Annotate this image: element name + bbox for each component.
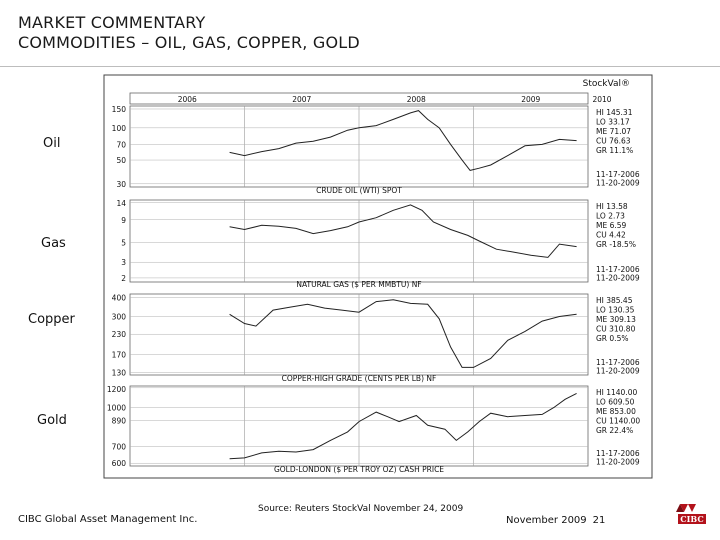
stat-label: LO 2.73 (596, 212, 625, 221)
date-label: 11-17-2006 (596, 265, 640, 274)
y-tick-label: 890 (112, 416, 127, 425)
series-line (229, 204, 577, 258)
stat-label: CU 1140.00 (596, 417, 640, 426)
footer-date-page: November 2009 21 (506, 515, 605, 526)
cibc-logo: CIBC (676, 500, 708, 528)
date-label: 11-20-2009 (596, 274, 640, 283)
date-label: 11-17-2006 (596, 358, 640, 367)
label-oil: Oil (43, 136, 61, 151)
page-title: MARKET COMMENTARY (18, 13, 206, 32)
page-number: 21 (592, 515, 606, 526)
stat-label: CU 76.63 (596, 137, 631, 146)
label-gas: Gas (41, 236, 66, 251)
header-divider (0, 66, 720, 67)
y-tick-label: 600 (112, 459, 127, 468)
series-line (229, 299, 577, 368)
y-tick-label: 9 (121, 216, 126, 225)
stat-label: HI 13.58 (596, 202, 628, 211)
label-copper: Copper (28, 312, 75, 327)
date-label: 11-20-2009 (596, 367, 640, 376)
y-tick-label: 150 (112, 105, 127, 114)
stat-label: LO 130.35 (596, 306, 635, 315)
y-tick-label: 170 (112, 350, 127, 359)
stat-label: HI 145.31 (596, 108, 633, 117)
panel-caption: CRUDE OIL (WTI) SPOT (316, 186, 402, 195)
logo-text: CIBC (680, 514, 703, 524)
stat-label: LO 609.50 (596, 398, 635, 407)
panel-caption: NATURAL GAS ($ PER MMBTU) NF (296, 280, 421, 289)
chart-brand: StockVal® (583, 79, 630, 89)
panel-caption: GOLD-LONDON ($ PER TROY OZ) CASH PRICE (274, 465, 444, 474)
y-tick-label: 300 (112, 312, 127, 321)
y-tick-label: 1200 (107, 385, 126, 394)
year-label: 2008 (407, 95, 426, 104)
y-tick-label: 1000 (107, 404, 126, 413)
year-label: 2007 (292, 95, 311, 104)
title-block: MARKET COMMENTARY COMMODITIES – OIL, GAS… (18, 13, 360, 53)
date-label: 11-17-2006 (596, 449, 640, 458)
year-label: 2009 (521, 95, 540, 104)
y-tick-label: 5 (121, 238, 126, 247)
y-tick-label: 100 (112, 124, 127, 133)
year-label: 2006 (178, 95, 197, 104)
stat-label: CU 4.42 (596, 231, 626, 240)
stat-label: GR -18.5% (596, 240, 636, 249)
stat-label: ME 853.00 (596, 407, 636, 416)
y-tick-label: 700 (112, 442, 127, 451)
stat-label: CU 310.80 (596, 325, 636, 334)
stat-label: LO 33.17 (596, 118, 630, 127)
firm-name: CIBC Global Asset Management Inc. (18, 514, 198, 525)
panel-caption: COPPER-HIGH GRADE (CENTS PER LB) NF (282, 374, 437, 383)
stat-label: ME 71.07 (596, 127, 631, 136)
year-header (129, 92, 589, 105)
stat-label: HI 385.45 (596, 296, 633, 305)
date-label: 11-17-2006 (596, 170, 640, 179)
y-tick-label: 3 (121, 258, 126, 267)
y-tick-label: 70 (116, 140, 126, 149)
source-note: Source: Reuters StockVal November 24, 20… (258, 504, 464, 514)
y-tick-label: 130 (112, 368, 127, 377)
stat-label: ME 309.13 (596, 315, 636, 324)
footer-date: November 2009 (506, 515, 587, 526)
y-tick-label: 30 (116, 180, 126, 189)
stat-label: HI 1140.00 (596, 388, 637, 397)
stat-label: GR 11.1% (596, 146, 633, 155)
date-label: 11-20-2009 (596, 179, 640, 188)
series-line (229, 110, 577, 171)
y-tick-label: 50 (116, 156, 126, 165)
stat-label: GR 0.5% (596, 334, 628, 343)
date-label: 11-20-2009 (596, 458, 640, 467)
series-line (229, 392, 577, 460)
stat-label: ME 6.59 (596, 221, 627, 230)
stat-label: GR 22.4% (596, 426, 633, 435)
y-tick-label: 2 (121, 274, 126, 283)
page-subtitle: COMMODITIES – OIL, GAS, COPPER, GOLD (18, 33, 360, 52)
year-label: 2010 (592, 95, 611, 104)
y-tick-label: 400 (112, 293, 127, 302)
y-tick-label: 230 (112, 330, 127, 339)
y-tick-label: 14 (116, 199, 126, 208)
label-gold: Gold (37, 413, 67, 428)
